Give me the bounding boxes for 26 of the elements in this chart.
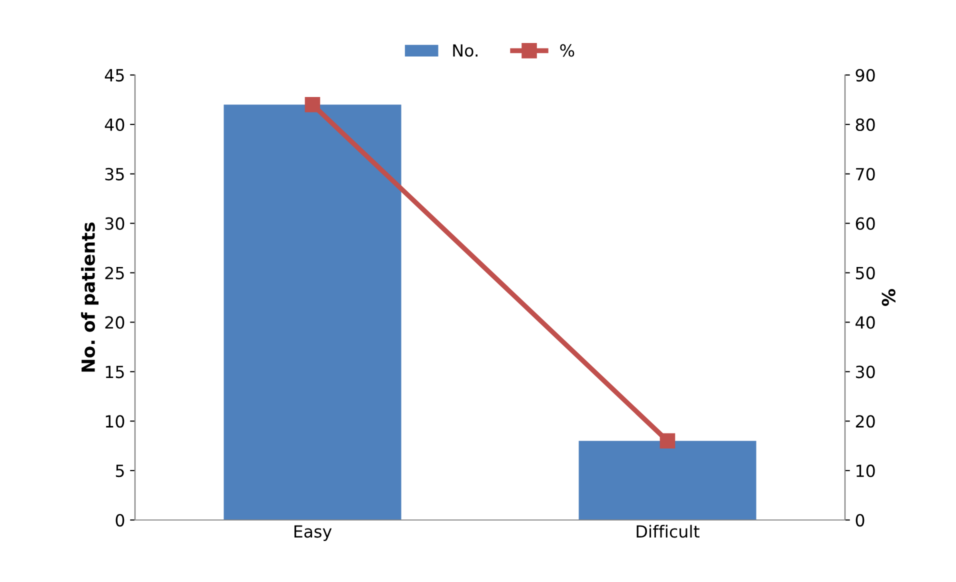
y-tick-label: 25 bbox=[105, 266, 124, 280]
y-tick-label: 45 bbox=[104, 69, 124, 82]
y-axis-title: No. of patients bbox=[81, 222, 99, 372]
y-tick-label: 30 bbox=[105, 217, 124, 230]
y-tick-label: 5 bbox=[116, 464, 124, 478]
y2-tick-label: 60 bbox=[856, 217, 875, 230]
y-tick-label: 35 bbox=[105, 168, 124, 180]
y-tick-label: 10 bbox=[106, 415, 124, 428]
y2-tick-label: 90 bbox=[856, 68, 875, 82]
x-tick-label: Easy bbox=[294, 525, 332, 541]
y2-tick-label: 40 bbox=[856, 316, 875, 329]
x-tick-label: Difficult bbox=[636, 524, 700, 538]
y2-tick-label: 30 bbox=[856, 366, 875, 378]
y2-tick-label: 70 bbox=[856, 168, 875, 180]
legend-label: No. bbox=[453, 44, 478, 57]
y2-tick-label: 20 bbox=[856, 415, 875, 428]
y2-tick-label: 10 bbox=[856, 464, 875, 478]
y2-tick-label: 50 bbox=[856, 266, 875, 280]
y-tick-label: 20 bbox=[105, 316, 124, 329]
y2-tick-label: 80 bbox=[856, 118, 875, 132]
y-tick-label: 40 bbox=[104, 118, 124, 132]
y2-tick-label: 0 bbox=[856, 514, 864, 527]
y-tick-label: 15 bbox=[106, 366, 124, 378]
y2-axis-title: % bbox=[882, 289, 896, 306]
legend-label: % bbox=[560, 44, 574, 57]
y-tick-label: 0 bbox=[116, 514, 124, 527]
